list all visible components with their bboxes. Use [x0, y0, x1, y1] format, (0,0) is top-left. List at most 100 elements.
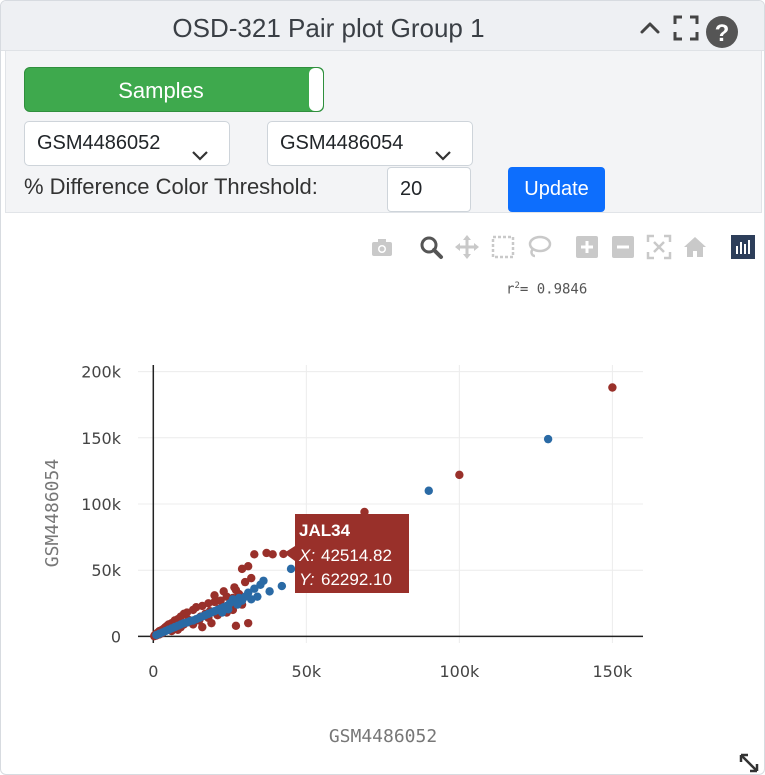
data-point-red [608, 383, 617, 392]
data-point-red [262, 548, 271, 558]
data-point-red [153, 628, 163, 637]
data-point-red [161, 622, 170, 632]
tooltip-x-value: 42514.82 [321, 546, 392, 565]
data-point-red [170, 616, 179, 625]
r2-label: r [506, 281, 515, 298]
data-point-blue [191, 614, 201, 624]
data-point-red [250, 550, 259, 559]
plotly-logo-icon[interactable] [730, 234, 756, 260]
data-point-red [228, 605, 238, 615]
data-point-red [162, 621, 172, 630]
svg-text:?: ? [715, 20, 730, 47]
data-point-blue [265, 587, 274, 596]
data-point-red [222, 592, 231, 601]
x-tick-label: 50k [292, 662, 322, 681]
data-point-red [156, 626, 166, 635]
sample-y-select[interactable]: GSM4486054 [267, 121, 473, 166]
x-tick-label: 150k [592, 662, 633, 681]
data-point-red [222, 608, 231, 617]
resize-icon[interactable] [737, 751, 761, 774]
sample-x-select[interactable]: GSM4486052 [24, 121, 230, 166]
data-point-red [237, 600, 247, 609]
data-point-red [234, 589, 244, 599]
data-point-red [210, 597, 219, 607]
r2-superscript: 2 [514, 281, 520, 291]
data-point-red [150, 631, 159, 641]
camera-icon[interactable] [369, 234, 395, 260]
threshold-input[interactable]: 20 [387, 167, 471, 212]
data-point-red [207, 618, 216, 628]
data-point-blue [185, 616, 195, 626]
help-icon[interactable]: ? [705, 15, 739, 54]
data-point-red [247, 573, 256, 583]
panel-header: OSD-321 Pair plot Group 1 ? [1, 1, 764, 54]
data-point-red [173, 625, 182, 634]
data-point-blue [277, 581, 287, 591]
y-tick-label: 0 [111, 627, 121, 646]
data-point-blue [243, 588, 253, 597]
data-point-blue [259, 576, 268, 585]
data-point-red [268, 550, 277, 559]
x-axis-label: GSM4486052 [329, 726, 437, 747]
data-point-red [176, 612, 186, 621]
data-point-red [213, 611, 222, 620]
zoom-out-icon[interactable] [610, 234, 636, 260]
data-point-red [155, 626, 164, 636]
lasso-icon[interactable] [526, 234, 552, 260]
data-point-red [279, 549, 288, 559]
data-point-blue [167, 624, 176, 633]
update-button[interactable]: Update [508, 167, 605, 212]
data-point-blue [228, 595, 238, 604]
data-point-red [201, 609, 210, 619]
data-point-red [165, 623, 175, 632]
zoom-in-icon[interactable] [574, 234, 600, 260]
data-point-blue [225, 599, 235, 608]
data-point-red [455, 470, 464, 480]
zoom-icon[interactable] [418, 234, 444, 260]
data-point-red [204, 613, 213, 623]
data-point-red [196, 612, 205, 621]
grid-lines [138, 365, 643, 643]
home-icon[interactable] [682, 234, 708, 260]
data-point-red [155, 630, 164, 639]
data-point-blue [210, 607, 219, 616]
data-point-red [173, 614, 182, 624]
chevron-down-icon [434, 136, 452, 179]
x-tick-label: 0 [148, 662, 158, 681]
data-point-blue [182, 618, 192, 627]
data-point-red [185, 617, 195, 627]
data-point-blue [204, 609, 213, 619]
data-point-red [230, 583, 239, 592]
data-point-red [240, 577, 250, 587]
data-points [150, 383, 617, 641]
data-point-blue [173, 621, 182, 630]
data-point-blue [231, 597, 241, 607]
data-point-blue [158, 628, 167, 637]
autoscale-icon[interactable] [646, 234, 672, 260]
pan-icon[interactable] [454, 234, 480, 260]
data-point-red [188, 620, 198, 629]
r2-value: = 0.9846 [519, 281, 588, 298]
data-point-blue [217, 608, 227, 617]
fullscreen-icon[interactable] [673, 15, 699, 46]
y-axis-label: GSM4486054 [42, 459, 63, 567]
data-point-blue [424, 486, 433, 495]
hover-tooltip: JAL34 X: 42514.82 Y: 62292.10 [284, 514, 409, 593]
data-point-red [228, 593, 238, 603]
panel-title: OSD-321 Pair plot Group 1 [172, 13, 485, 43]
data-point-red [159, 624, 169, 633]
data-point-red [152, 629, 161, 638]
box-select-icon[interactable] [490, 234, 516, 260]
data-point-red [158, 625, 167, 634]
sample-x-value: GSM4486052 [37, 132, 161, 154]
threshold-label: % Difference Color Threshold: [24, 174, 318, 199]
tooltip-y-value: 62292.10 [321, 570, 392, 589]
tick-labels: 0 50k 100k 150k 0 50k 100k 150k 200k [81, 363, 633, 681]
chevron-up-icon[interactable] [637, 15, 663, 46]
data-point-red [182, 608, 192, 617]
data-point-blue [161, 626, 170, 636]
samples-toggle[interactable]: Samples [24, 67, 324, 112]
toggle-knob[interactable] [309, 68, 323, 111]
data-point-red [216, 596, 225, 605]
axes [138, 365, 643, 643]
